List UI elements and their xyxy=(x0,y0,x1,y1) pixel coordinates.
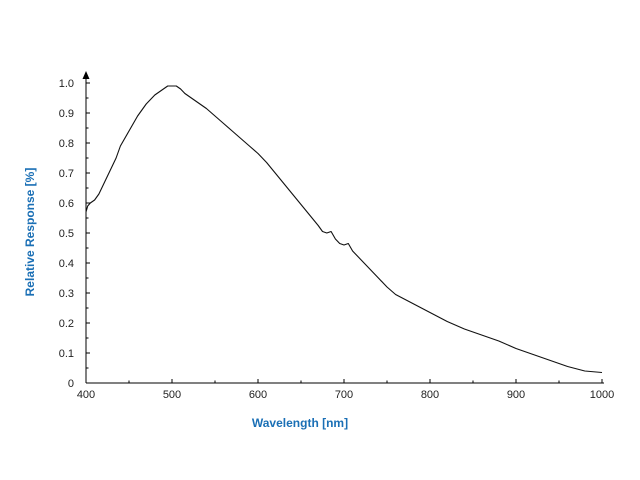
x-tick-label: 500 xyxy=(163,389,181,401)
x-tick-label: 600 xyxy=(249,389,267,401)
y-tick-label: 0.9 xyxy=(59,108,74,120)
x-tick-label: 900 xyxy=(507,389,525,401)
y-tick-label: 0.8 xyxy=(59,138,74,150)
y-tick-label: 0 xyxy=(68,378,74,390)
tick-labels: 0 0.1 0.2 0.3 0.4 0.5 0.6 0.7 0.8 0.9 1.0 400 500 600… xyxy=(59,78,615,401)
x-tick-label: 700 xyxy=(335,389,353,401)
y-tick-label: 0.7 xyxy=(59,168,74,180)
y-tick-label: 0.3 xyxy=(59,288,74,300)
y-tick-label: 0.6 xyxy=(59,198,74,210)
axes xyxy=(82,71,604,384)
series xyxy=(85,85,603,374)
y-tick-label: 0.4 xyxy=(59,258,74,270)
y-axis-arrow xyxy=(82,71,90,79)
y-tick-label: 0.2 xyxy=(59,318,74,330)
ticks xyxy=(85,82,603,384)
response-curve xyxy=(85,85,603,374)
x-axis-label: Wavelength [nm] xyxy=(252,416,348,430)
y-tick-label: 0.5 xyxy=(59,228,74,240)
y-tick-label: 0.1 xyxy=(59,348,74,360)
y-axis-label: Relative Response [%] xyxy=(23,168,37,297)
x-tick-label: 800 xyxy=(421,389,439,401)
x-tick-label: 400 xyxy=(77,389,95,401)
x-tick-label: 1000 xyxy=(590,389,614,401)
y-tick-label: 1.0 xyxy=(59,78,74,90)
